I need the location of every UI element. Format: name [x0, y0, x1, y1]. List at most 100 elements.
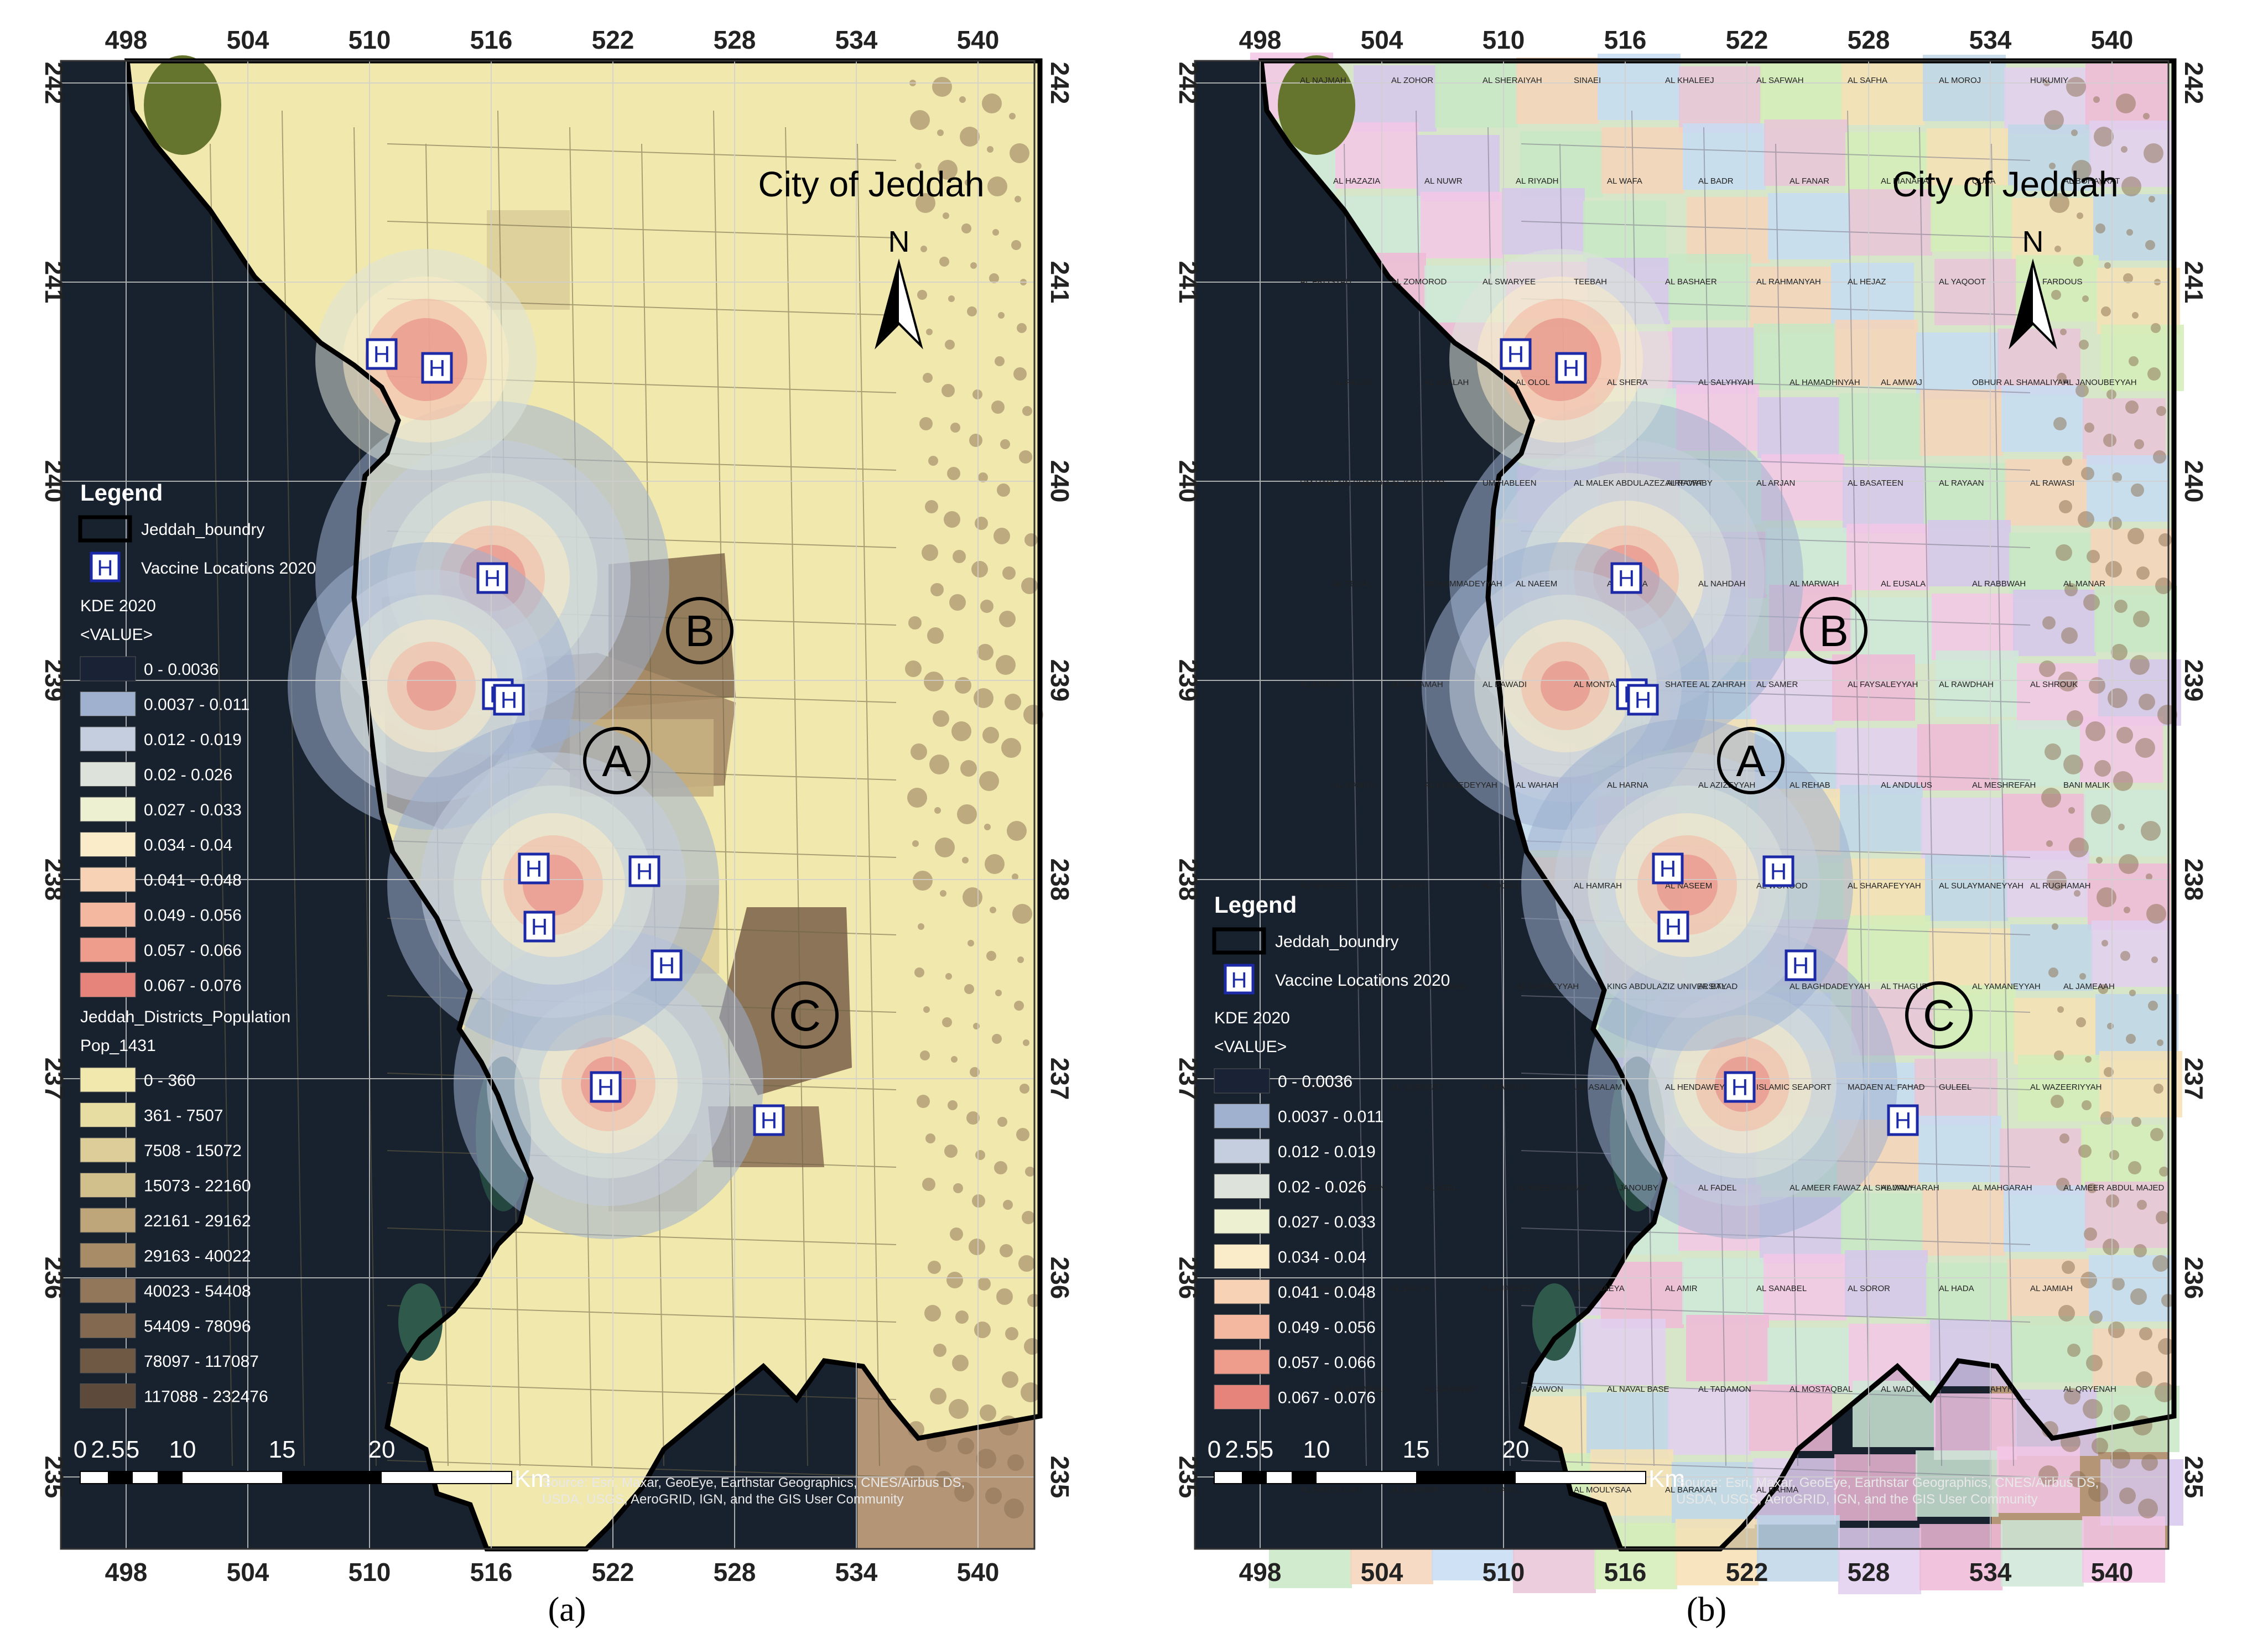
legend-pop-swatch — [80, 1173, 136, 1198]
desert-spot — [2079, 973, 2086, 980]
legend-pop-title: Jeddah_Districts_Population — [80, 1008, 290, 1026]
desert-spot — [2114, 1404, 2130, 1421]
desert-spot — [2126, 229, 2133, 236]
district-polygon — [1672, 1462, 1755, 1528]
vaccine-marker-label: H — [636, 859, 653, 885]
x-tick-bottom: 510 — [1482, 1558, 1525, 1586]
legend-kde-class: 0.027 - 0.033 — [144, 801, 242, 819]
legend-kde-class: 0.057 - 0.066 — [144, 941, 242, 960]
district-label: AL HENDAWEYYAH — [1665, 1083, 1741, 1092]
district-polygon — [1928, 520, 2011, 586]
y-tick-right: 242 — [1045, 62, 1074, 105]
y-tick-left: 242 — [40, 62, 69, 105]
desert-spot — [2120, 951, 2130, 961]
desert-spot — [969, 434, 982, 447]
desert-spot — [969, 1239, 985, 1255]
district-label: AL EUSALA — [1881, 579, 1926, 589]
desert-spot — [924, 1305, 941, 1322]
district-label: AL BAWADI — [1482, 680, 1527, 689]
legend-kde-class: 0.057 - 0.066 — [1278, 1354, 1376, 1372]
desert-spot — [914, 967, 924, 977]
district-line — [1919, 127, 1942, 1466]
district-label: AL WADI — [1881, 1385, 1915, 1394]
desert-spot — [2121, 146, 2127, 153]
district-label: AL KARAMA — [1391, 1485, 1438, 1495]
legend-boundary-swatch — [78, 515, 132, 543]
desert-spot — [970, 262, 977, 269]
desert-spot — [927, 627, 944, 644]
desert-spot — [971, 561, 988, 578]
x-tick-top: 534 — [835, 25, 878, 54]
legend-boundary-label: Jeddah_boundry — [141, 521, 265, 539]
district-polygon — [1845, 132, 1928, 199]
district-label: AL RAWDHAH — [1939, 680, 1994, 689]
district-label: AL HADA — [1939, 1284, 1974, 1293]
district-label: AL QOOS — [1482, 881, 1520, 891]
desert-spot — [2082, 1100, 2092, 1110]
district-label: AL SARAWAT — [1424, 1385, 1476, 1394]
district-polygon — [1601, 127, 1684, 194]
desert-spot — [975, 1150, 985, 1160]
desert-spot — [1024, 533, 1038, 547]
district-label: AL THAGUR — [1881, 982, 1928, 991]
district-polygon — [1683, 123, 1766, 190]
x-tick-bottom: 534 — [835, 1558, 878, 1586]
vaccine-marker-label: H — [1770, 859, 1787, 885]
district-label: AL SULAYMANEYYAH — [1939, 881, 2023, 891]
desert-spot — [963, 887, 982, 907]
district-label: AL WAHAH — [1516, 781, 1558, 790]
scale-label: 2.5 — [91, 1436, 124, 1463]
scale-bar-segment — [282, 1471, 382, 1484]
district-label: AL HAZAZIA — [1333, 176, 1380, 186]
legend-kde-class: 0.049 - 0.056 — [1278, 1319, 1376, 1337]
y-tick-right: 242 — [2179, 62, 2208, 105]
desert-spot — [2097, 887, 2116, 907]
desert-spot — [2076, 1017, 2086, 1027]
y-tick-right: 241 — [1045, 261, 1074, 304]
desert-spot — [977, 644, 993, 660]
desert-spot — [2114, 600, 2127, 613]
desert-spot — [925, 500, 938, 513]
x-tick-top: 498 — [1239, 25, 1282, 54]
desert-spot — [2127, 528, 2144, 544]
desert-spot — [2046, 840, 2053, 847]
vaccine-marker-icon — [1887, 1104, 1919, 1136]
district-label: AL ANDULUS — [1881, 781, 1932, 790]
desert-spot — [2103, 434, 2116, 447]
desert-spot — [2156, 406, 2166, 416]
scale-label: 20 — [1502, 1436, 1530, 1463]
desert-spot — [938, 160, 958, 180]
district-polygon — [1520, 131, 1603, 197]
island — [144, 55, 221, 155]
desert-spot — [2131, 483, 2144, 497]
desert-spot — [2069, 1471, 2086, 1487]
district-polygon — [2093, 194, 2176, 261]
desert-spot — [986, 951, 996, 961]
desert-spot — [1019, 1084, 1029, 1094]
y-tick-right: 235 — [1045, 1456, 1074, 1499]
district-label: AL SHARAFEYYAH — [1848, 881, 1921, 891]
district-label: AL RIYADH — [1516, 176, 1559, 186]
district-label: AL JANOUBEYYAH — [2063, 378, 2137, 387]
desert-spot — [2108, 1322, 2125, 1338]
scale-label: 0 — [1208, 1436, 1221, 1463]
desert-spot — [2069, 837, 2089, 857]
legend-kde-class: 0.027 - 0.033 — [1278, 1213, 1376, 1231]
desert-spot — [917, 290, 927, 300]
legend-kde-swatch — [1214, 1174, 1270, 1199]
desert-spot — [2087, 1183, 2097, 1193]
desert-spot — [1016, 1128, 1029, 1141]
district-polygon — [1586, 1392, 1669, 1459]
desert-spot — [2146, 904, 2166, 924]
desert-spot — [2150, 1128, 2163, 1141]
desert-spot — [950, 423, 960, 433]
district-polygon — [1999, 720, 2082, 787]
desert-spot — [955, 1310, 969, 1324]
district-label: AL FALAH — [1333, 378, 1371, 387]
desert-spot — [2049, 163, 2056, 169]
x-tick-top: 540 — [2091, 25, 2134, 54]
x-tick-top: 528 — [1848, 25, 1890, 54]
desert-spot — [960, 760, 977, 777]
legend-pop-class: 117088 - 232476 — [144, 1388, 268, 1406]
